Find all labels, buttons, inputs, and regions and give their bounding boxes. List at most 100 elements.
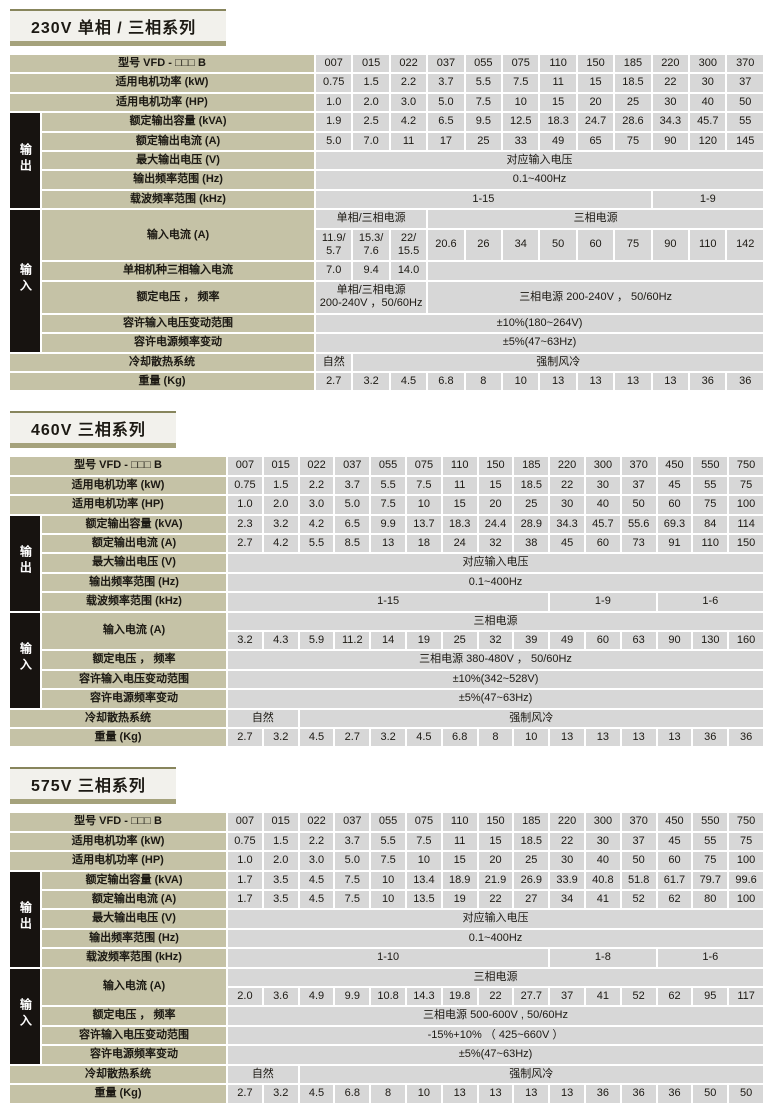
value-cell: 15.3/ 7.6 (353, 229, 389, 261)
value-cell: 3.6 (263, 988, 298, 1006)
cell-text: 117 (737, 990, 755, 1003)
cell-text: 2.2 (308, 478, 325, 491)
cell-text: 2.2 (400, 76, 417, 89)
value-cell: 8 (371, 1085, 405, 1103)
value-cell: 41 (585, 988, 620, 1006)
cell-text: 3.2 (273, 1087, 289, 1100)
value-cell: 220 (550, 813, 584, 831)
cell-text: 载波频率范围 (kHz) (86, 595, 182, 608)
value-cell: 60 (657, 496, 692, 514)
value-cell: 90 (657, 631, 692, 650)
value-cell: 5.0 (335, 496, 370, 514)
cell-text: 30 (596, 834, 609, 847)
value-cell: 145 (727, 132, 763, 151)
cell-text: 150 (486, 815, 505, 828)
cell-text: 输出 (18, 142, 33, 175)
value-cell: 13 (615, 372, 651, 391)
value-cell: 10 (503, 93, 539, 112)
cell-text: 10 (417, 498, 431, 511)
value-cell: 21.9 (478, 871, 513, 890)
value-cell: 34 (550, 891, 584, 909)
cell-text: 13.4 (413, 873, 435, 886)
value-cell: 450 (657, 457, 692, 475)
value-cell: 4.5 (299, 871, 334, 890)
cell-text: 11 (453, 834, 466, 847)
value-cell: 13 (657, 729, 692, 747)
cell-text: 15 (489, 478, 502, 491)
value-cell: 38 (514, 534, 549, 553)
value-cell: 84 (693, 515, 728, 533)
cell-text: 130 (701, 633, 720, 646)
cell-text: 输入 (18, 641, 33, 674)
cell-text: 55.6 (627, 517, 650, 530)
cell-text: 输入 (18, 997, 33, 1030)
cell-text: 52 (632, 990, 645, 1003)
spec-row-label: 容许输入电压变动范围 (42, 1026, 227, 1045)
cell-text: 750 (736, 815, 756, 828)
cell-text: 100 (736, 854, 756, 867)
value-cell: 015 (353, 55, 389, 73)
spec-row-label: 最大输出电压 (V) (42, 554, 227, 572)
value-cell: 2.7 (335, 729, 370, 747)
value-cell: 45.7 (585, 515, 620, 533)
value-cell: 7.5 (503, 74, 539, 92)
value-cell: 4.2 (263, 534, 298, 553)
value-cell: 150 (729, 534, 763, 553)
cell-text: 2.0 (273, 854, 289, 867)
spec-row-label: 适用电机功率 (kW) (10, 74, 315, 92)
cell-text: 15 (453, 854, 466, 867)
cell-text: 3.2 (363, 374, 379, 387)
cell-text: 0.1~400Hz (468, 575, 523, 588)
cell-text: 30 (664, 95, 677, 108)
value-cell: 10 (407, 496, 441, 514)
cell-text: 输出 (18, 900, 33, 933)
section-title: 230V 单相 / 三相系列 (10, 9, 227, 41)
value-cell: 15 (577, 74, 614, 92)
cell-text: 冷却散热系统 (85, 1067, 151, 1080)
cell-text: 最大输出电压 (V) (136, 154, 220, 167)
cell-text: 50 (552, 238, 565, 251)
cell-text: 18.5 (622, 76, 644, 89)
cell-text: 36 (632, 1087, 645, 1100)
cell-text: 24.7 (584, 115, 607, 128)
value-cell: 26 (465, 229, 502, 261)
cell-text: 13 (632, 731, 645, 743)
cell-text: 17 (439, 134, 453, 147)
value-cell: 62 (657, 988, 692, 1006)
cell-text: ±5%(47~63Hz) (458, 1048, 533, 1061)
value-cell: 26.9 (514, 871, 549, 890)
value-cell: 5.5 (371, 832, 405, 851)
cell-text: 015 (361, 57, 381, 69)
value-cell: 20.6 (428, 229, 464, 261)
cell-text: 5.5 (475, 76, 491, 89)
cell-text: 适用电机功率 (kW) (71, 478, 165, 491)
value-cell: 11.2 (335, 631, 370, 650)
cell-text: 60 (668, 498, 681, 511)
cell-text: 41 (596, 893, 609, 906)
cell-text: 13.5 (413, 893, 435, 906)
cell-text: 007 (324, 57, 343, 69)
cell-text: 50 (632, 498, 645, 511)
value-cell: 075 (407, 457, 441, 475)
cell-text: 18.3 (448, 517, 471, 530)
spec-row-label: 载波频率范围 (kHz) (42, 949, 227, 967)
value-cell: 110 (442, 813, 477, 831)
cell-text: 60 (596, 536, 609, 549)
value-cell: 1.0 (228, 496, 262, 514)
merged-value-cell: 0.1~400Hz (316, 171, 763, 189)
cell-text: 037 (436, 57, 456, 69)
cell-text: 18.5 (520, 478, 542, 491)
cell-text: 62 (668, 990, 681, 1003)
cell-text: 20.6 (435, 238, 457, 251)
value-cell: 4.5 (299, 1085, 334, 1103)
cell-text: 7.0 (363, 134, 379, 147)
cell-text: 21.9 (484, 873, 507, 886)
spec-table-575v: 型号 VFD - □□□ B 007 015 022 037 055 075 110 150 18… (8, 811, 765, 1105)
cell-text: 1-9 (594, 595, 611, 608)
value-cell: 13 (577, 372, 614, 391)
value-cell: 51.8 (621, 871, 656, 890)
value-cell: 28.6 (615, 113, 651, 131)
cell-text: 25 (525, 498, 538, 511)
value-cell: 36 (693, 729, 728, 747)
cell-text: 自然 (322, 355, 345, 368)
